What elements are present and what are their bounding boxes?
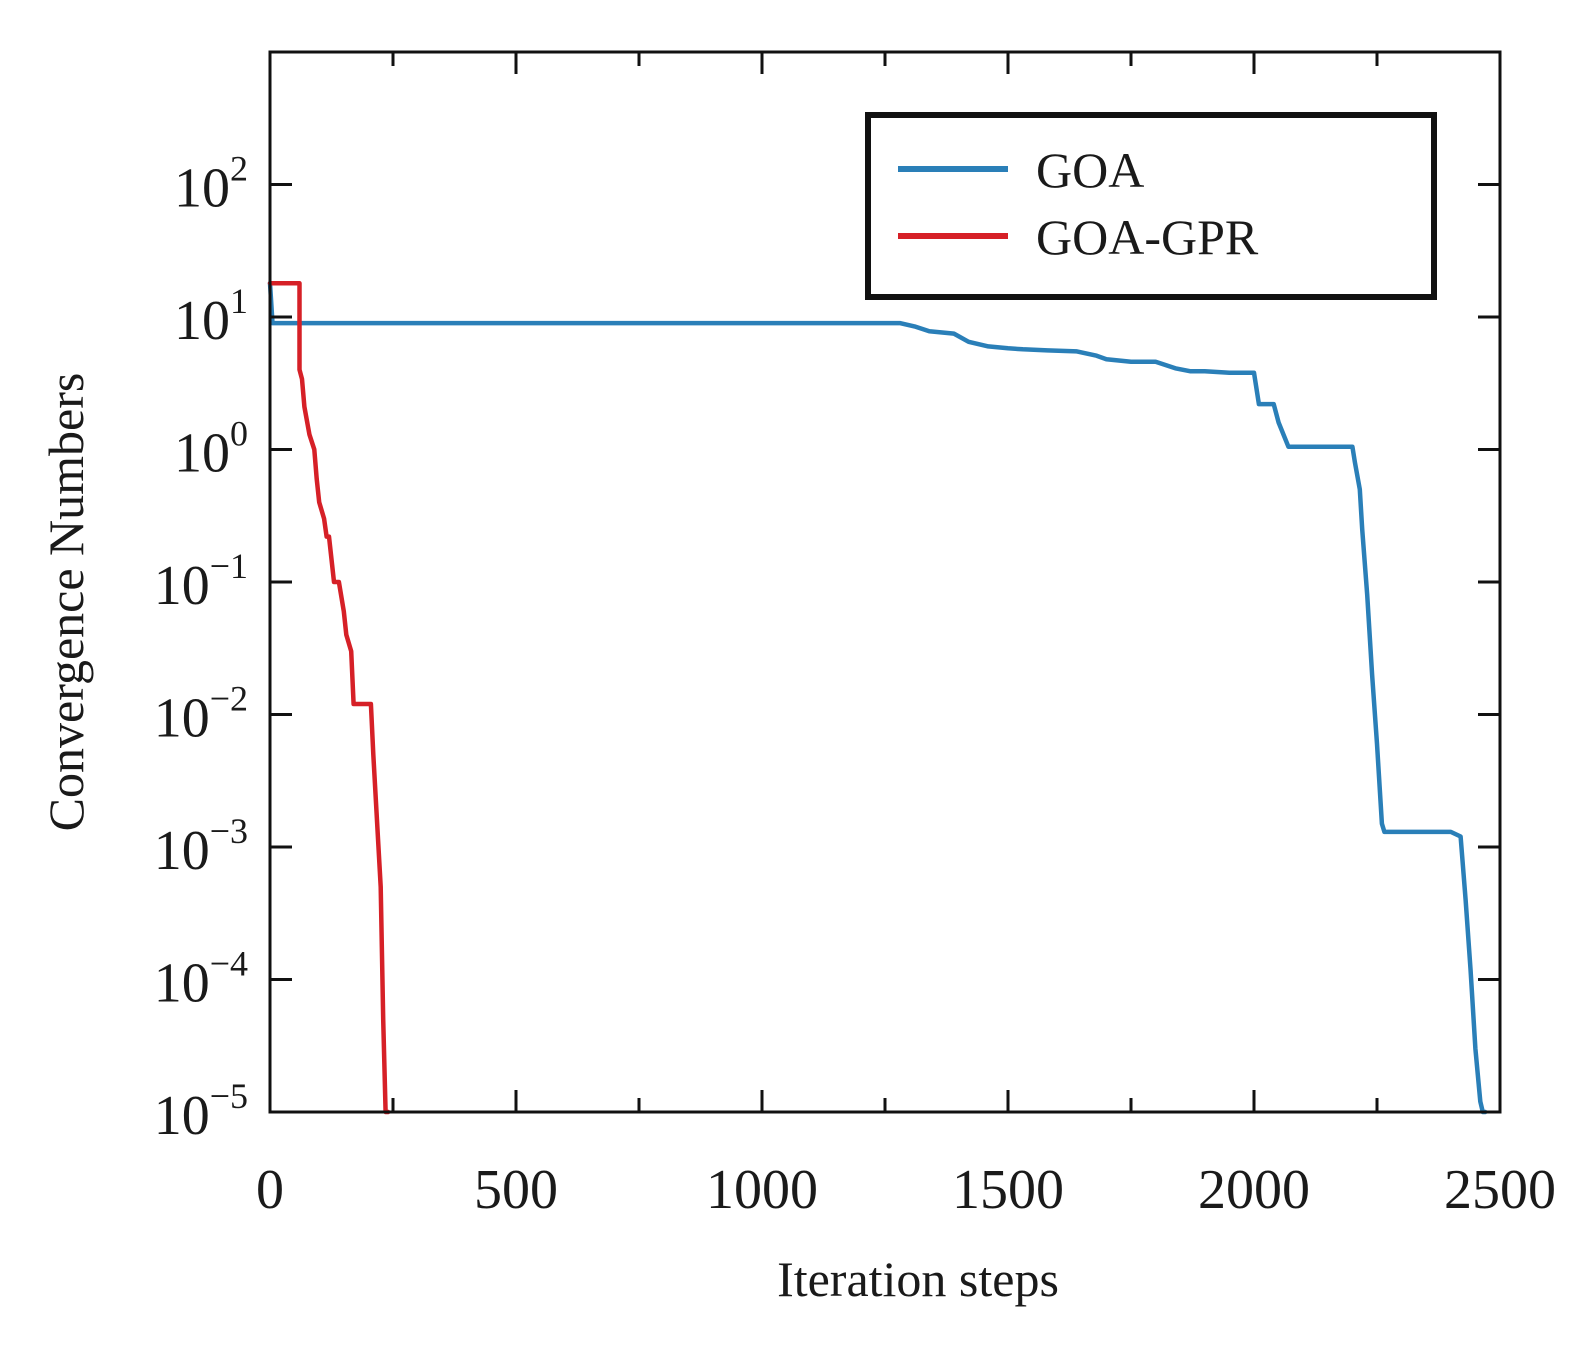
x-tick-label: 2000 (1198, 1159, 1310, 1221)
series-line-goa-gpr (267, 280, 391, 1115)
y-tick-label: 10−2 (154, 679, 248, 750)
y-tick-label: 10−3 (154, 811, 248, 882)
y-tick-label: 102 (174, 149, 248, 220)
legend: GOA GOA-GPR (865, 112, 1437, 300)
x-tick-label: 1500 (952, 1159, 1064, 1221)
y-tick-label: 10−5 (154, 1076, 248, 1147)
series-layer (267, 280, 1488, 1115)
y-axis-label: Convergence Numbers (38, 373, 94, 832)
x-tick-label: 2500 (1444, 1159, 1556, 1221)
x-axis-label: Iteration steps (777, 1251, 1059, 1307)
series-line-goa (267, 280, 1488, 1115)
y-tick-label: 10−4 (154, 944, 248, 1015)
x-tick-label: 500 (474, 1159, 558, 1221)
y-tick-label: 10−1 (154, 546, 248, 617)
legend-label-goa: GOA (1036, 142, 1144, 198)
plot-frame (268, 50, 1502, 1114)
legend-label-goa-gpr: GOA-GPR (1036, 209, 1259, 265)
y-tick-label: 101 (174, 281, 248, 352)
y-tick-label: 100 (174, 414, 248, 485)
x-tick-label: 0 (256, 1159, 284, 1221)
legend-box (865, 112, 1437, 300)
x-tick-label: 1000 (706, 1159, 818, 1221)
tick-labels-layer: 0 500 1000 1500 2000 2500 10−5 10−4 10−3 10−2 10−1… (154, 149, 1556, 1222)
